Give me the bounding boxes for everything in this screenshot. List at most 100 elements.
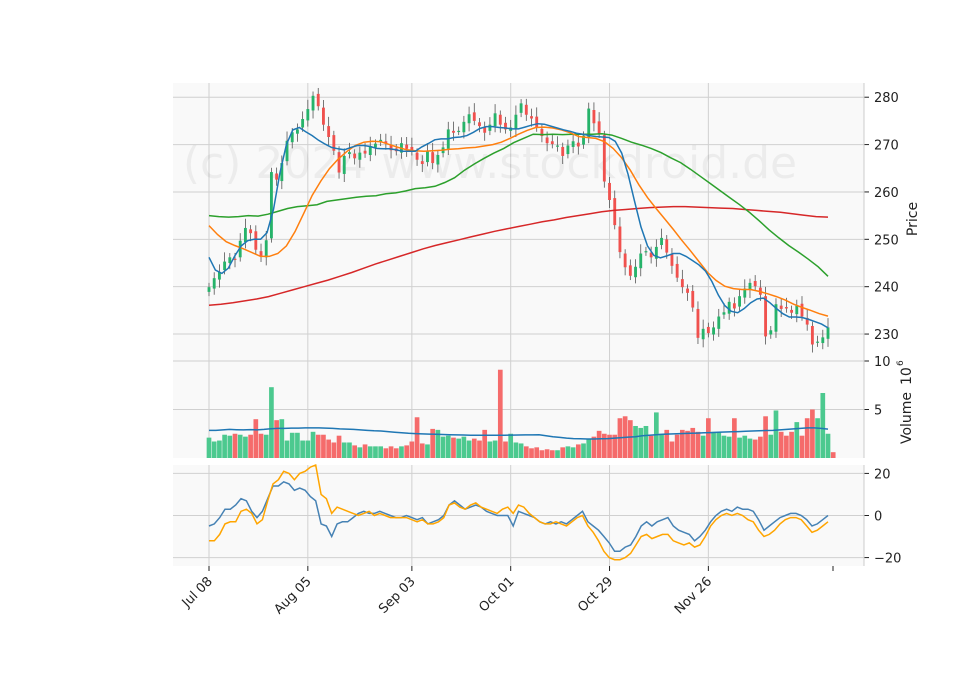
candle-body <box>332 135 336 151</box>
volume-bar <box>399 446 404 458</box>
volume-bar <box>274 420 279 458</box>
volume-bar <box>773 410 779 458</box>
volume-bar <box>419 443 425 458</box>
volume-bar <box>523 446 529 458</box>
volume-bar <box>648 435 654 458</box>
candle-body <box>337 152 341 173</box>
candle-body <box>363 150 367 154</box>
volume-bar <box>217 440 222 458</box>
candle-body <box>680 279 684 288</box>
volume-bar <box>539 450 545 458</box>
volume-bar <box>482 429 488 458</box>
volume-bar <box>716 431 722 458</box>
volume-bar <box>815 418 820 458</box>
moving-average-200-line <box>208 205 829 306</box>
volume-bar <box>383 448 389 458</box>
price-axis-label: Price <box>905 202 921 236</box>
candle-body <box>223 261 227 271</box>
volume-bar <box>596 430 602 458</box>
candle-body <box>738 296 742 307</box>
candle-body <box>379 139 383 142</box>
candle-body <box>644 251 648 253</box>
x-tick-label: Jul 08 <box>179 574 216 611</box>
volume-bar <box>243 436 248 458</box>
oscillator-tick-label: 0 <box>874 510 882 525</box>
price-tick-label: 260 <box>874 186 899 201</box>
candle-body <box>249 229 253 234</box>
candle-body <box>524 104 528 115</box>
candle-body <box>285 140 289 162</box>
volume-bar <box>295 432 300 458</box>
candle-body <box>732 303 736 309</box>
candle-body <box>795 305 799 315</box>
volume-bar <box>737 437 742 458</box>
price-panel-background <box>173 83 864 353</box>
volume-bar <box>804 418 810 458</box>
volume-bar <box>752 439 758 458</box>
candle-body <box>805 317 809 325</box>
volume-bar <box>466 440 472 458</box>
volume-bar <box>560 447 566 458</box>
candle-body <box>426 150 429 163</box>
candle-body <box>582 135 585 145</box>
volume-bar <box>721 435 727 458</box>
volume-bar <box>747 438 753 458</box>
candle-body <box>353 153 357 159</box>
candle-body <box>483 127 487 133</box>
candle-body <box>764 296 768 337</box>
candle-body <box>269 172 273 239</box>
candle-body <box>264 240 268 258</box>
candle-body <box>405 144 409 149</box>
candle-body <box>322 107 325 125</box>
volume-tick-label: 10 <box>874 355 891 370</box>
volume-bar <box>477 440 482 458</box>
volume-bar <box>549 450 555 458</box>
volume-bar <box>669 441 675 458</box>
candle-body <box>556 145 559 147</box>
volume-tick-label: 5 <box>874 404 882 419</box>
volume-unit-exponent: 6 <box>896 360 906 366</box>
volume-bar <box>492 440 498 458</box>
volume-bar <box>586 438 592 458</box>
candle-body <box>634 266 637 278</box>
volume-series <box>206 369 836 458</box>
candle-body <box>436 155 440 165</box>
volume-bar <box>367 446 373 458</box>
volume-bar <box>758 436 763 458</box>
candle-body <box>504 122 507 130</box>
candle-body <box>415 152 419 160</box>
volume-bar <box>206 437 212 458</box>
volume-bar <box>211 441 217 458</box>
candle-body <box>753 281 757 287</box>
price-series <box>207 87 830 353</box>
candle-body <box>706 326 710 334</box>
x-tick-label: Oct 29 <box>575 574 616 615</box>
candle-body <box>587 108 591 137</box>
candle-body <box>712 327 715 335</box>
candle-body <box>545 137 549 144</box>
candle-body <box>519 103 523 113</box>
candle-body <box>410 146 414 152</box>
candle-body <box>821 337 825 344</box>
volume-bar <box>518 443 524 458</box>
candle-body <box>535 116 539 128</box>
volume-bar <box>680 429 685 458</box>
volume-bar <box>627 420 633 458</box>
candle-body <box>472 112 476 121</box>
volume-bar <box>341 442 347 458</box>
candle-body <box>769 330 773 335</box>
candle-body <box>675 263 679 278</box>
volume-bar <box>664 429 670 458</box>
candle-body <box>654 246 658 259</box>
volume-bar <box>810 409 815 458</box>
candle-body <box>530 116 533 119</box>
candle-body <box>826 327 830 339</box>
volume-bar <box>575 444 581 458</box>
x-tick-label: Sep 03 <box>376 574 419 617</box>
candle-body <box>217 272 221 280</box>
volume-bar <box>227 435 233 458</box>
candle-body <box>384 141 388 144</box>
volume-bar <box>601 433 607 458</box>
volume-bar <box>497 369 503 458</box>
oscillator-series <box>208 463 829 561</box>
